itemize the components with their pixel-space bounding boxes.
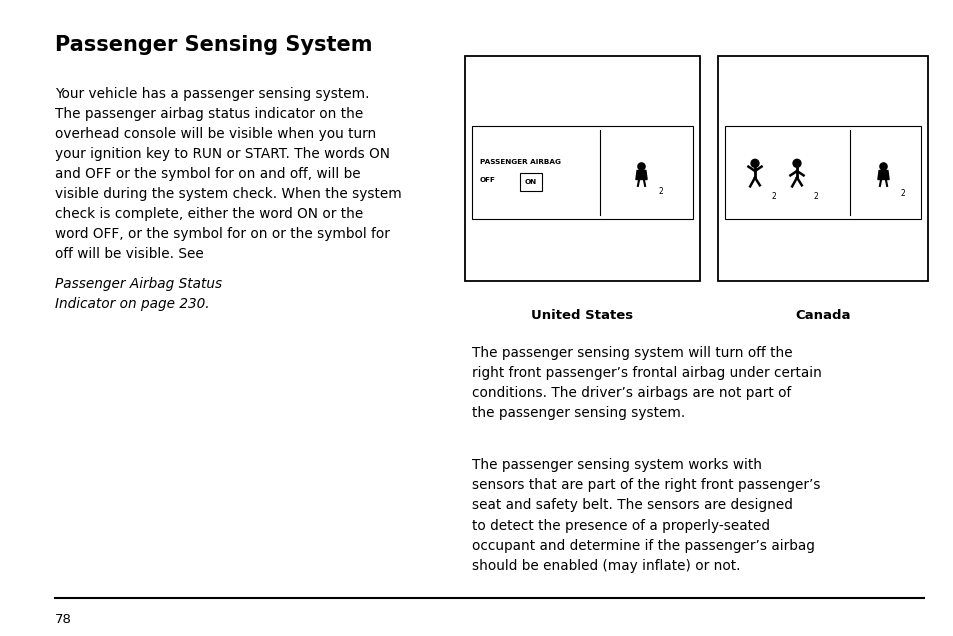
Circle shape (638, 163, 644, 170)
Bar (718, 56, 927, 281)
Text: 2: 2 (813, 191, 818, 200)
Circle shape (792, 160, 801, 167)
Text: OFF: OFF (479, 177, 496, 183)
Text: United States: United States (531, 309, 633, 322)
Text: The passenger sensing system works with
sensors that are part of the right front: The passenger sensing system works with … (472, 459, 820, 572)
Text: Canada: Canada (795, 309, 850, 322)
Text: The passenger sensing system will turn off the
right front passenger’s frontal a: The passenger sensing system will turn o… (472, 346, 821, 420)
Text: ON: ON (524, 179, 537, 184)
Text: Your vehicle has a passenger sensing system.
The passenger airbag status indicat: Your vehicle has a passenger sensing sys… (55, 87, 401, 261)
Bar (519, 172, 541, 191)
Text: 78: 78 (55, 613, 71, 626)
Text: 2: 2 (658, 186, 662, 195)
Text: Passenger Airbag Status
Indicator on page 230.: Passenger Airbag Status Indicator on pag… (55, 277, 222, 311)
Bar (724, 126, 920, 219)
Circle shape (750, 160, 759, 167)
Text: PASSENGER AIRBAG: PASSENGER AIRBAG (479, 160, 560, 165)
Bar (464, 56, 700, 281)
Polygon shape (877, 170, 888, 179)
Polygon shape (636, 170, 646, 179)
Circle shape (879, 163, 886, 170)
Text: Passenger Sensing System: Passenger Sensing System (55, 35, 372, 55)
Bar (472, 126, 692, 219)
Text: 2: 2 (900, 188, 904, 198)
Text: 2: 2 (771, 191, 776, 200)
